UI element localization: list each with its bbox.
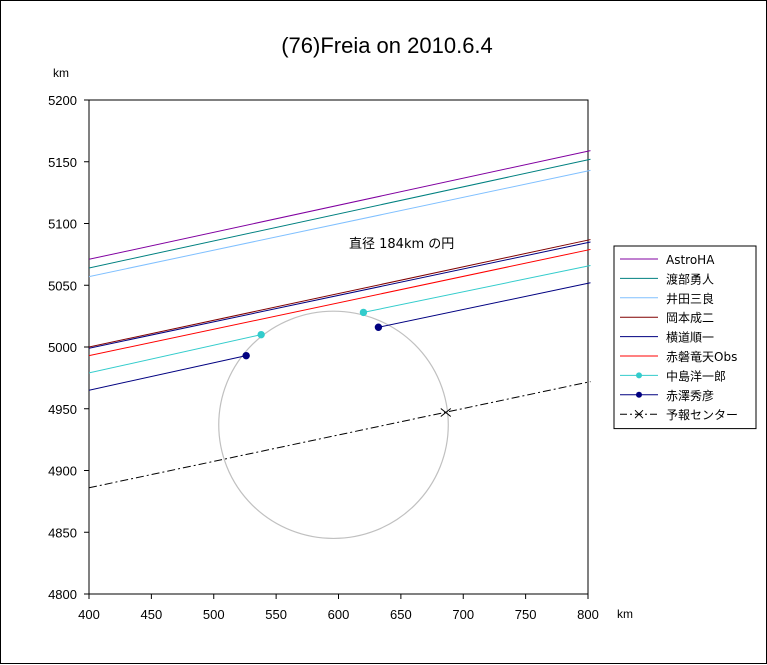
- legend-box: [613, 245, 757, 430]
- x-tick-label-500: 500: [203, 607, 225, 622]
- series-9-line: [89, 381, 591, 489]
- legend-marker-8: [636, 391, 642, 398]
- series-8-marker-2: [374, 323, 383, 331]
- series-7-segment-2: [363, 265, 591, 313]
- series-7-marker-1: [257, 330, 265, 339]
- y-tick-label-4800: 4800: [48, 587, 77, 602]
- series-7-marker-2: [359, 308, 368, 317]
- series-8-segment-1: [89, 355, 247, 391]
- y-tick-label-5200: 5200: [48, 93, 77, 108]
- series-3-line: [89, 169, 591, 278]
- legend-label-4: 岡本成二: [666, 311, 714, 325]
- y-tick-label-4900: 4900: [48, 464, 77, 479]
- x-tick-label-800: 800: [577, 607, 599, 622]
- x-axis-unit: km: [617, 607, 633, 621]
- legend-label-8: 赤澤秀彦: [666, 388, 714, 403]
- x-tick-label-400: 400: [78, 607, 100, 622]
- diameter-circle: [218, 310, 449, 540]
- circle-annotation: 直径 184km の円: [349, 237, 454, 252]
- x-tick-label-450: 450: [141, 607, 163, 622]
- x-tick-label-700: 700: [452, 607, 474, 622]
- series-1-line: [89, 150, 591, 260]
- legend-label-5: 横道順一: [666, 331, 714, 345]
- y-tick-label-5000: 5000: [48, 340, 77, 355]
- legend-x-marker: [634, 409, 644, 419]
- legend-label-1: AstroHA: [666, 253, 715, 267]
- chart-title: (76)Freia on 2010.6.4: [281, 33, 493, 58]
- series-8-segment-2: [378, 282, 591, 328]
- series-8-marker-1: [242, 351, 250, 360]
- y-axis-unit: km: [53, 66, 69, 80]
- plot-area: [88, 99, 589, 595]
- legend-label-3: 井田三良: [666, 291, 714, 306]
- y-tick-label-4950: 4950: [48, 402, 77, 417]
- legend-label-9: 予報センター: [666, 408, 738, 422]
- legend-marker-7: [636, 372, 642, 379]
- legend-label-2: 渡部勇人: [666, 271, 714, 286]
- legend-label-7: 中島洋一郎: [666, 368, 726, 383]
- x-tick-label-600: 600: [328, 607, 350, 622]
- y-tick-label-5050: 5050: [48, 278, 77, 293]
- x-tick-label-550: 550: [265, 607, 287, 622]
- y-tick-label-4850: 4850: [48, 525, 77, 540]
- series-5-line: [89, 241, 591, 349]
- legend-label-6: 赤磐竜天Obs: [666, 350, 737, 364]
- x-tick-label-750: 750: [515, 607, 537, 622]
- y-tick-label-5150: 5150: [48, 155, 77, 170]
- x-tick-label-650: 650: [390, 607, 412, 622]
- series-2-line: [89, 158, 591, 269]
- series-9-x-marker: [440, 408, 452, 417]
- y-tick-label-5100: 5100: [48, 217, 77, 232]
- series-4-line: [89, 239, 591, 348]
- series-7-segment-1: [89, 334, 262, 374]
- series-6-line: [89, 248, 591, 357]
